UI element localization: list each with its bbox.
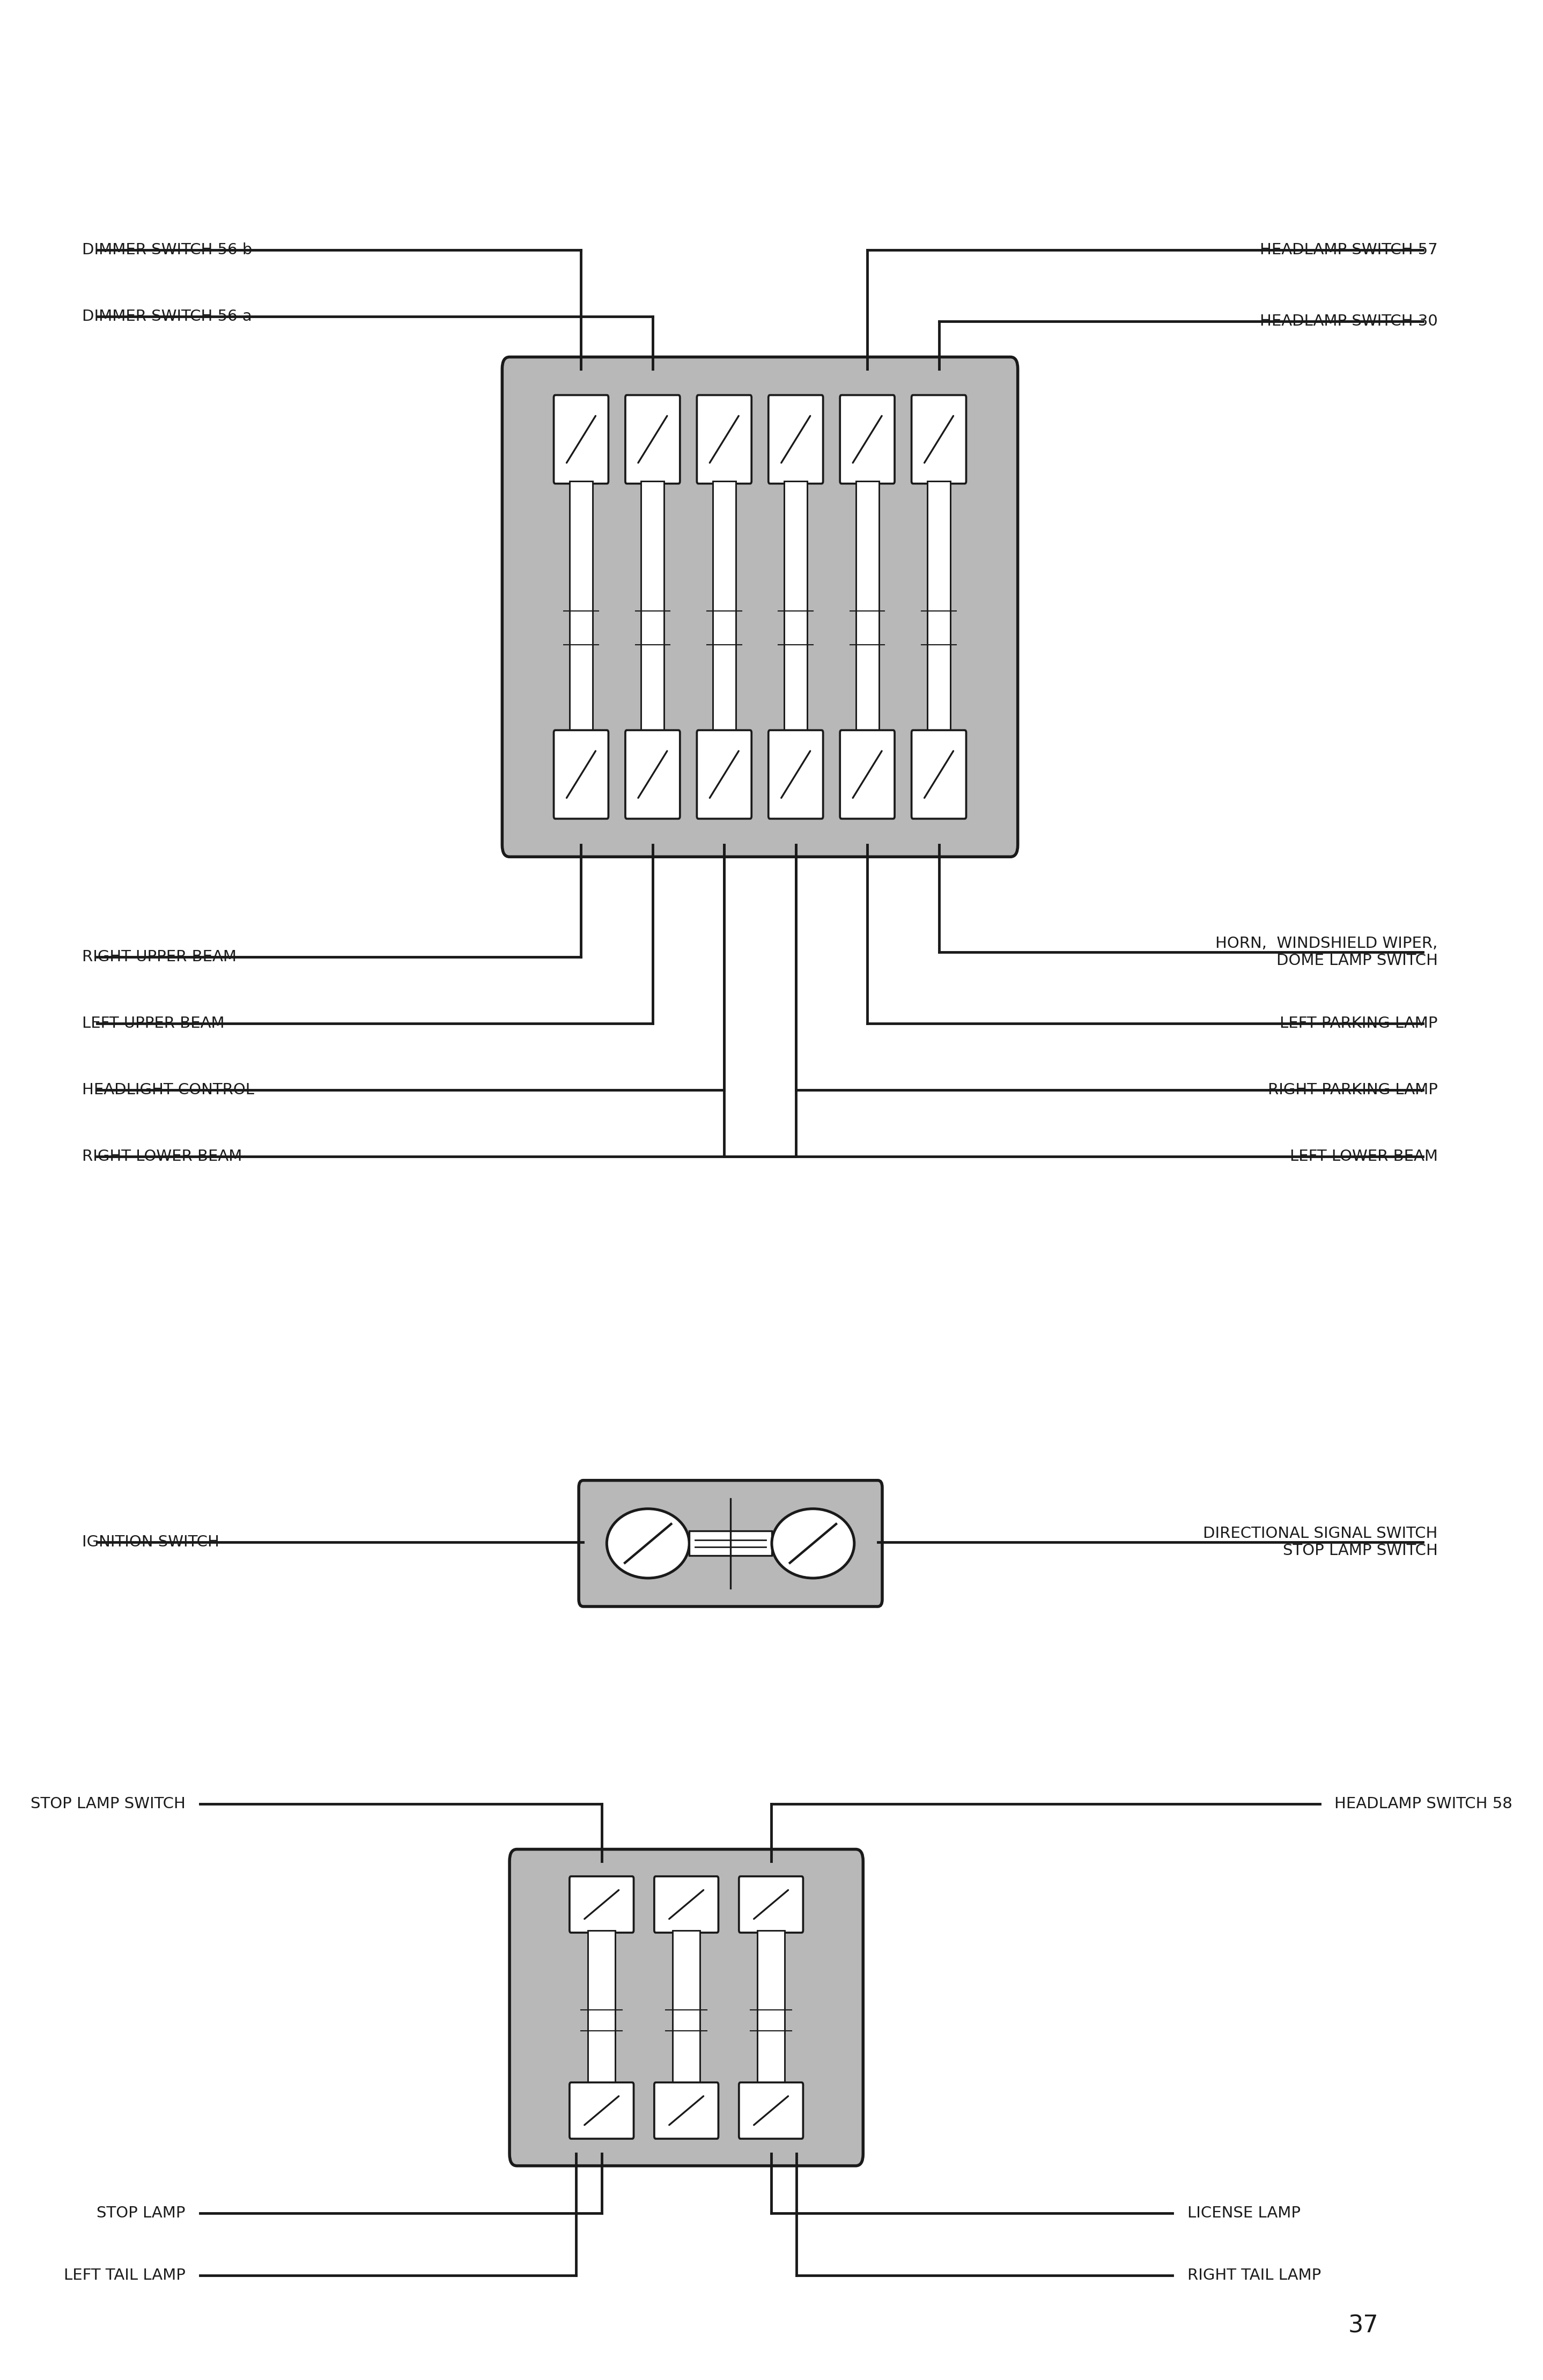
- Bar: [640, 481, 663, 774]
- Bar: [673, 1930, 701, 2111]
- FancyBboxPatch shape: [697, 731, 751, 819]
- Text: LEFT LOWER BEAM: LEFT LOWER BEAM: [1290, 1150, 1438, 1164]
- FancyBboxPatch shape: [625, 395, 680, 483]
- Text: IGNITION SWITCH: IGNITION SWITCH: [82, 1535, 219, 1549]
- Text: HORN,  WINDSHIELD WIPER,
DOME LAMP SWITCH: HORN, WINDSHIELD WIPER, DOME LAMP SWITCH: [1216, 935, 1438, 969]
- Text: STOP LAMP SWITCH: STOP LAMP SWITCH: [31, 1797, 185, 1811]
- FancyBboxPatch shape: [654, 1875, 719, 1933]
- Text: HEADLIGHT CONTROL: HEADLIGHT CONTROL: [82, 1083, 255, 1097]
- Bar: [784, 481, 807, 774]
- FancyBboxPatch shape: [579, 1480, 883, 1606]
- Text: LEFT UPPER BEAM: LEFT UPPER BEAM: [82, 1016, 225, 1031]
- Bar: [856, 481, 880, 774]
- Text: RIGHT TAIL LAMP: RIGHT TAIL LAMP: [1187, 2268, 1321, 2282]
- FancyBboxPatch shape: [912, 731, 966, 819]
- Text: RIGHT UPPER BEAM: RIGHT UPPER BEAM: [82, 950, 236, 964]
- FancyBboxPatch shape: [739, 2082, 802, 2140]
- Text: HEADLAMP SWITCH 58: HEADLAMP SWITCH 58: [1335, 1797, 1512, 1811]
- FancyBboxPatch shape: [569, 2082, 634, 2140]
- Text: DIMMER SWITCH 56 a: DIMMER SWITCH 56 a: [82, 309, 252, 324]
- FancyBboxPatch shape: [554, 731, 608, 819]
- FancyBboxPatch shape: [697, 395, 751, 483]
- FancyBboxPatch shape: [768, 395, 822, 483]
- Text: LEFT PARKING LAMP: LEFT PARKING LAMP: [1279, 1016, 1438, 1031]
- Bar: [569, 481, 593, 774]
- FancyBboxPatch shape: [912, 395, 966, 483]
- FancyBboxPatch shape: [625, 731, 680, 819]
- Text: HEADLAMP SWITCH 30: HEADLAMP SWITCH 30: [1259, 314, 1438, 328]
- Bar: [588, 1930, 616, 2111]
- FancyBboxPatch shape: [739, 1875, 802, 1933]
- Text: DIMMER SWITCH 56 b: DIMMER SWITCH 56 b: [82, 243, 253, 257]
- FancyBboxPatch shape: [509, 1849, 863, 2166]
- FancyBboxPatch shape: [839, 395, 895, 483]
- Text: LICENSE LAMP: LICENSE LAMP: [1187, 2206, 1301, 2221]
- Text: LEFT TAIL LAMP: LEFT TAIL LAMP: [63, 2268, 185, 2282]
- Bar: [690, 1530, 772, 1557]
- FancyBboxPatch shape: [654, 2082, 719, 2140]
- FancyBboxPatch shape: [569, 1875, 634, 1933]
- Bar: [758, 1930, 785, 2111]
- FancyBboxPatch shape: [554, 395, 608, 483]
- Text: STOP LAMP: STOP LAMP: [97, 2206, 185, 2221]
- Text: HEADLAMP SWITCH 57: HEADLAMP SWITCH 57: [1259, 243, 1438, 257]
- Ellipse shape: [772, 1509, 855, 1578]
- Text: RIGHT PARKING LAMP: RIGHT PARKING LAMP: [1268, 1083, 1438, 1097]
- Bar: [713, 481, 736, 774]
- Bar: [927, 481, 950, 774]
- Text: RIGHT LOWER BEAM: RIGHT LOWER BEAM: [82, 1150, 242, 1164]
- FancyBboxPatch shape: [501, 357, 1018, 857]
- Text: DIRECTIONAL SIGNAL SWITCH
STOP LAMP SWITCH: DIRECTIONAL SIGNAL SWITCH STOP LAMP SWIT…: [1204, 1526, 1438, 1559]
- FancyBboxPatch shape: [839, 731, 895, 819]
- Text: 37: 37: [1349, 2313, 1379, 2337]
- Ellipse shape: [606, 1509, 690, 1578]
- FancyBboxPatch shape: [768, 731, 822, 819]
